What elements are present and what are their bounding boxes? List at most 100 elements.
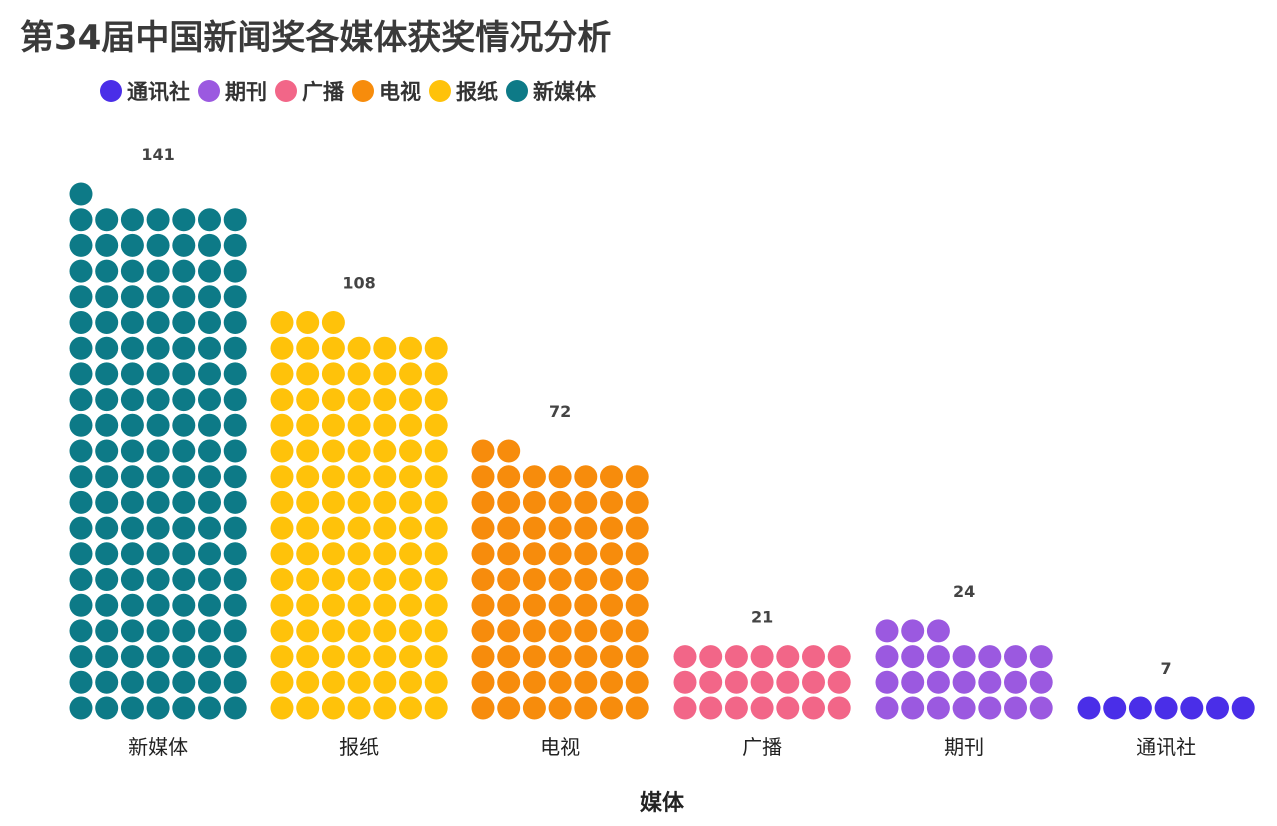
waffle-dot — [399, 490, 422, 514]
waffle-dot — [223, 670, 247, 694]
waffle-dot — [223, 593, 247, 617]
waffle-dot — [296, 516, 320, 540]
waffle-dot — [548, 670, 572, 694]
legend-item-guangbo[interactable]: 广播 — [275, 76, 344, 106]
waffle-dot — [600, 593, 623, 617]
x-tick-label: 报纸 — [339, 735, 379, 759]
waffle-dot — [548, 490, 572, 514]
waffle-dot — [625, 670, 649, 694]
waffle-dot — [120, 645, 144, 669]
waffle-dot — [901, 645, 925, 669]
legend-item-xinmeiti[interactable]: 新媒体 — [506, 76, 596, 106]
waffle-dot — [625, 490, 649, 514]
waffle-dot — [321, 490, 345, 514]
waffle-dot — [347, 568, 371, 591]
waffle-dot — [146, 413, 170, 437]
waffle-dot — [600, 645, 623, 669]
waffle-dot — [497, 542, 521, 566]
x-tick-label: 通讯社 — [1136, 735, 1196, 759]
waffle-dot — [875, 619, 899, 643]
waffle-dot — [146, 208, 170, 232]
waffle-dot — [321, 362, 345, 386]
waffle-dot — [600, 568, 623, 591]
waffle-dot — [120, 490, 144, 514]
legend-swatch — [100, 80, 122, 102]
waffle-dot — [424, 619, 448, 643]
waffle-dot — [901, 696, 925, 720]
waffle-dot — [1180, 696, 1204, 720]
waffle-dot — [347, 645, 371, 669]
waffle-dot — [321, 311, 345, 334]
waffle-dot — [120, 336, 144, 360]
waffle-dot — [172, 568, 196, 591]
waffle-dot — [347, 362, 371, 386]
waffle-dot — [69, 619, 93, 643]
legend-label: 电视 — [379, 80, 421, 104]
waffle-dot — [424, 388, 448, 412]
waffle-dot — [522, 670, 546, 694]
legend-item-baozhi[interactable]: 报纸 — [429, 76, 498, 106]
waffle-dot — [198, 362, 221, 386]
waffle-dot — [1004, 670, 1027, 694]
waffle-dot — [146, 362, 170, 386]
waffle-dot — [69, 233, 93, 257]
waffle-dot — [373, 619, 397, 643]
waffle-dot — [574, 619, 598, 643]
waffle-dot — [296, 465, 320, 489]
waffle-dot — [574, 516, 598, 540]
waffle-dot — [926, 670, 950, 694]
waffle-dot — [522, 619, 546, 643]
waffle-dot — [146, 542, 170, 566]
data-label: 7 — [1161, 659, 1172, 678]
waffle-dot — [223, 645, 247, 669]
legend-item-dianshi[interactable]: 电视 — [352, 76, 421, 106]
waffle-dot — [198, 259, 221, 283]
legend-item-tongxunshe[interactable]: 通讯社 — [100, 76, 190, 106]
waffle-dot — [270, 516, 294, 540]
waffle-dot — [321, 465, 345, 489]
waffle-dot — [95, 311, 119, 334]
waffle-dot — [172, 336, 196, 360]
waffle-dot — [172, 542, 196, 566]
waffle-dot — [373, 593, 397, 617]
waffle-dot — [120, 285, 144, 309]
waffle-dot — [223, 465, 247, 489]
waffle-dot — [424, 490, 448, 514]
waffle-dot — [120, 388, 144, 412]
waffle-dot — [750, 645, 774, 669]
waffle-dot — [172, 413, 196, 437]
waffle-dot — [69, 413, 93, 437]
waffle-dot — [321, 696, 345, 720]
waffle-dot — [497, 696, 521, 720]
waffle-dot — [548, 542, 572, 566]
waffle-dot — [750, 670, 774, 694]
data-label: 141 — [141, 145, 174, 164]
waffle-dot — [399, 593, 422, 617]
waffle-dot — [296, 542, 320, 566]
waffle-dot — [146, 490, 170, 514]
waffle-dot — [347, 490, 371, 514]
waffle-dot — [95, 619, 119, 643]
waffle-dot — [270, 311, 294, 334]
waffle-dot — [120, 362, 144, 386]
waffle-dot — [548, 593, 572, 617]
x-tick-label: 期刊 — [944, 735, 984, 759]
waffle-dot — [373, 413, 397, 437]
waffle-dot — [69, 490, 93, 514]
waffle-dot — [172, 696, 196, 720]
waffle-dot — [625, 696, 649, 720]
waffle-dot — [471, 593, 495, 617]
waffle-dot — [223, 413, 247, 437]
waffle-dot — [296, 362, 320, 386]
waffle-dot — [95, 285, 119, 309]
waffle-dot — [347, 619, 371, 643]
waffle-dot — [471, 490, 495, 514]
waffle-dot — [296, 568, 320, 591]
waffle-dot — [548, 516, 572, 540]
waffle-dot — [296, 645, 320, 669]
waffle-dot — [198, 516, 221, 540]
legend-item-qikan[interactable]: 期刊 — [198, 76, 267, 106]
waffle-dot — [198, 696, 221, 720]
waffle-dot — [625, 465, 649, 489]
waffle-dot — [95, 208, 119, 232]
